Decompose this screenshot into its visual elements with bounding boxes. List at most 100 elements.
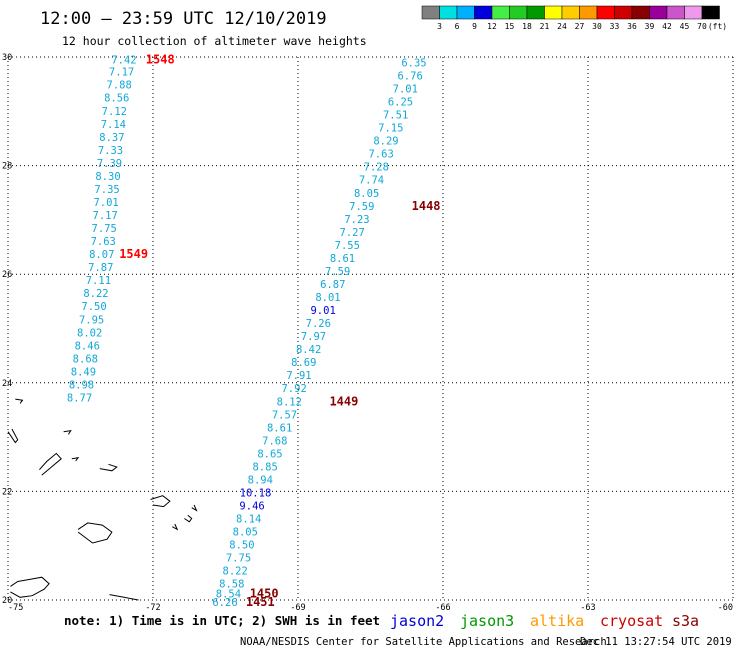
- x-tick-label: -75: [8, 603, 23, 613]
- wave-height-value: 8.61: [267, 422, 292, 434]
- wave-height-value: 7.17: [109, 67, 134, 79]
- mission-label-jason3: jason3: [460, 612, 514, 630]
- wave-height-value: 10.18: [240, 487, 272, 499]
- mission-label-cryosat: cryosat: [600, 612, 663, 630]
- scale-tick-label: 9: [472, 22, 477, 31]
- cay-a: [172, 523, 179, 531]
- pass-time-label: 1449: [329, 394, 358, 408]
- scale-tick-label: 45: [680, 22, 690, 31]
- wave-height-value: 8.12: [277, 396, 302, 408]
- acklins: [39, 452, 62, 476]
- mission-label-altika: altika: [530, 612, 584, 630]
- scale-swatch: [596, 5, 615, 20]
- wave-height-value: 7.97: [301, 331, 326, 343]
- wave-height-value: 8.30: [95, 171, 120, 183]
- wave-height-value: 7.35: [94, 184, 119, 196]
- scale-swatch: [614, 5, 633, 20]
- scale-swatch: [701, 5, 720, 20]
- pass-time-label: 1451: [246, 595, 275, 609]
- wave-height-value: 9.01: [310, 305, 335, 317]
- x-tick-label: -60: [718, 603, 733, 613]
- wave-height-tracks: 7.427.177.888.567.127.148.377.337.398.30…: [67, 55, 427, 609]
- scale-swatch: [526, 5, 545, 20]
- wave-height-value: 8.85: [252, 461, 277, 473]
- wave-height-value: 7.68: [262, 435, 287, 447]
- units-note: note: 1) Time is in UTC; 2) SWH is in fe…: [64, 613, 380, 628]
- wave-height-value: 6.87: [320, 279, 345, 291]
- mayaguana: [99, 463, 118, 472]
- wave-height-value: 8.50: [229, 540, 254, 552]
- scale-tick-label: 39: [645, 22, 655, 31]
- mission-label-jason2: jason2: [390, 612, 444, 630]
- wave-height-value: 7.26: [306, 318, 331, 330]
- coastline-group: [7, 398, 198, 601]
- wave-height-value: 7.28: [364, 162, 389, 174]
- scale-swatch: [561, 5, 580, 20]
- wave-height-value: 6.26: [212, 597, 237, 609]
- wave-height-value: 7.11: [86, 275, 111, 287]
- wave-height-value: 7.39: [97, 158, 122, 170]
- scale-tick-label: 15: [505, 22, 515, 31]
- wave-height-value: 7.75: [226, 553, 251, 565]
- wave-height-value: 6.76: [397, 70, 422, 82]
- wave-height-value: 8.77: [67, 392, 92, 404]
- cuba-coast: [10, 576, 50, 598]
- wave-height-value: 8.61: [330, 253, 355, 265]
- scale-swatch: [509, 5, 528, 20]
- wave-height-value: 7.87: [88, 262, 113, 274]
- wave-height-value: 8.02: [77, 327, 102, 339]
- cay-b: [191, 504, 198, 512]
- wave-height-value: 7.17: [93, 210, 118, 222]
- pass-time-label: 1548: [146, 53, 175, 67]
- scale-tick-label: 12: [487, 22, 497, 31]
- mission-label-s3a: s3a: [672, 612, 699, 630]
- y-tick-label: 22: [2, 487, 12, 497]
- wave-height-value: 8.14: [236, 514, 261, 526]
- credit-line: NOAA/NESDIS Center for Satellite Applica…: [240, 636, 607, 648]
- scale-swatch: [544, 5, 563, 20]
- y-tick-label: 20: [2, 596, 12, 606]
- x-tick-label: -72: [145, 603, 160, 613]
- wave-height-value: 8.29: [373, 136, 398, 148]
- scale-swatch: [474, 5, 493, 20]
- wave-height-value: 7.33: [98, 145, 123, 157]
- scale-tick-label: 3: [437, 22, 442, 31]
- wave-height-value: 7.95: [79, 314, 104, 326]
- wave-height-value: 7.12: [102, 106, 127, 118]
- scale-unit-label: (ft): [708, 22, 727, 31]
- wave-height-value: 7.91: [286, 370, 311, 382]
- wave-height-value: 7.01: [93, 197, 118, 209]
- wave-height-value: 9.46: [239, 501, 264, 513]
- scale-tick-label: 42: [662, 22, 672, 31]
- wave-height-value: 8.68: [73, 353, 98, 365]
- scale-tick-label: 36: [627, 22, 637, 31]
- scale-tick-label: 27: [575, 22, 585, 31]
- samana-cay: [63, 429, 72, 435]
- lat-lon-grid: -75 -72 -69 -66 -63 -60 30 28 26 24 22 20: [2, 53, 734, 613]
- wave-height-value: 8.54: [216, 588, 241, 600]
- scale-swatch: [649, 5, 668, 20]
- wave-height-value: 8.65: [257, 448, 282, 460]
- scale-swatch: [491, 5, 510, 20]
- wave-height-value: 8.37: [99, 132, 124, 144]
- wave-height-value: 8.94: [248, 474, 273, 486]
- x-tick-label: -63: [580, 603, 595, 613]
- y-tick-label: 30: [2, 53, 12, 63]
- map-subtitle: 12 hour collection of altimeter wave hei…: [62, 34, 367, 48]
- color-scale: 3 6 9 12 15 18 21 24 27 30 33 36 39 42 45 70 (ft): [421, 5, 727, 31]
- long-island: [7, 428, 19, 444]
- caicos-islands: [150, 495, 171, 508]
- y-tick-label: 26: [2, 270, 12, 280]
- scale-tick-label: 18: [522, 22, 532, 31]
- pass-time-label: 1450: [250, 586, 279, 600]
- scale-swatch: [421, 5, 440, 20]
- wave-height-value: 8.05: [233, 527, 258, 539]
- scale-tick-label: 24: [557, 22, 567, 31]
- wave-height-value: 8.22: [223, 566, 248, 578]
- wave-height-value: 8.98: [69, 379, 94, 391]
- wave-height-value: 7.92: [281, 383, 306, 395]
- generated-timestamp: Dec 11 13:27:54 UTC 2019: [580, 636, 732, 648]
- wave-height-value: 6.35: [401, 57, 426, 69]
